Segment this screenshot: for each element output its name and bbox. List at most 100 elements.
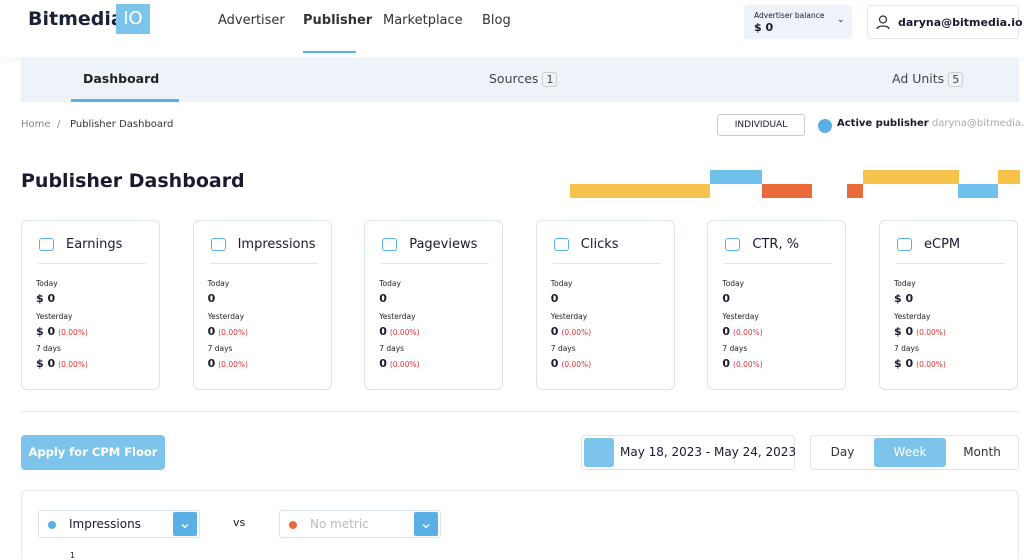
breadcrumb-sep: / [57, 119, 61, 130]
yesterday-label: Yesterday [550, 312, 588, 321]
card-title: Impressions [237, 237, 316, 252]
nav-link[interactable]: Blog [482, 13, 511, 28]
metric-dot [48, 521, 56, 529]
week-label: 7 days [550, 344, 576, 353]
yesterday-row: $ 0 (0.00%) [36, 325, 88, 338]
week-row: $ 0 (0.00%) [36, 357, 88, 370]
metric-card: CTR, % Today 0 Yesterday 0 (0.00%) 7 days 0 (0.0… [707, 220, 847, 390]
balance-label: Advertiser balance [754, 11, 825, 20]
period-option[interactable]: Week [874, 438, 946, 467]
card-rule [38, 263, 146, 264]
second-metric-label: No metric [310, 517, 369, 531]
date-range: May 18, 2023 - May 24, 2023 [620, 445, 797, 459]
yesterday-value: 0 [550, 325, 559, 338]
period-option[interactable]: Day [830, 445, 855, 459]
week-change: (0.00%) [218, 360, 248, 369]
calendar-icon [584, 438, 614, 467]
card-title: Pageviews [409, 237, 478, 252]
divider [21, 411, 1019, 412]
week-row: 0 (0.00%) [208, 357, 248, 370]
week-change: (0.00%) [58, 360, 88, 369]
card-rule [552, 263, 661, 264]
yesterday-change: (0.00%) [389, 328, 420, 337]
today-label: Today [722, 279, 745, 288]
week-row: 0 (0.00%) [551, 357, 591, 370]
card-rule [724, 263, 833, 264]
week-value: 0 [379, 357, 387, 370]
metric-card: Clicks Today 0 Yesterday 0 (0.00%) 7 days 0 (0.0… [535, 220, 675, 390]
today-value: $ 0 [36, 292, 56, 305]
week-change: (0.00%) [389, 360, 420, 369]
vs-label: vs [233, 516, 246, 529]
decor [570, 170, 1020, 198]
metric-select[interactable]: Impressions ⌄ [38, 510, 200, 538]
nav-link[interactable]: Advertiser [218, 13, 285, 28]
y-axis-label: 1 [70, 551, 76, 560]
second-metric-dot [289, 521, 297, 529]
week-value: 0 [550, 357, 559, 370]
card-icon [725, 238, 741, 251]
week-value: 0 [722, 357, 731, 370]
nav-link[interactable]: Publisher [303, 13, 373, 28]
card-title: CTR, % [752, 237, 800, 252]
user-menu[interactable]: daryna@bitmedia.io [867, 5, 1023, 39]
week-label: 7 days [894, 344, 919, 353]
dropdown-arrow: ⌄ [173, 512, 197, 536]
card-title: eCPM [924, 237, 961, 252]
yesterday-value: $ 0 [36, 325, 56, 338]
metric-card: Earnings Today $ 0 Yesterday $ 0 (0.00%) 7 day… [21, 220, 160, 390]
balance-value: $ 0 [754, 21, 774, 34]
status-label: Active publisher [837, 118, 929, 129]
date-picker[interactable]: May 18, 2023 - May 24, 2023 [581, 435, 797, 470]
second-metric-select[interactable]: No metric ⌄ [279, 510, 441, 538]
tab[interactable]: Dashboard [83, 71, 159, 86]
yesterday-change: (0.00%) [561, 328, 592, 337]
metric-card: Pageviews Today 0 Yesterday 0 (0.00%) 7 days 0(… [364, 220, 504, 390]
status-email: daryna@bitmedia.io [931, 118, 1024, 129]
period-toggle: Day Week Month [810, 435, 1019, 470]
card-icon [553, 238, 569, 251]
today-label: Today [207, 279, 230, 288]
card-icon [382, 238, 398, 251]
breadcrumb-home[interactable]: Home [21, 119, 51, 130]
yesterday-label: Yesterday [36, 312, 73, 321]
account-type[interactable]: INDIVIDUAL [717, 114, 805, 136]
yesterday-change: (0.00%) [58, 328, 88, 337]
week-row: $ 0 (0.00%) [894, 357, 946, 370]
balance[interactable]: Advertiser balance $ 0 ⌄ [744, 5, 852, 39]
yesterday-row: 0 (0.00%) [208, 325, 248, 338]
tab-underline [71, 99, 179, 102]
status: Active publisher daryna@bitmedia.io [837, 118, 1024, 129]
dropdown-arrow: ⌄ [414, 512, 438, 536]
period-option[interactable]: Month [963, 445, 1001, 459]
tab-bar: Dashboard Sources 1 Ad Units 5 [21, 57, 1019, 102]
today-value: 0 [379, 292, 387, 305]
yesterday-change: (0.00%) [916, 328, 946, 337]
breadcrumb-current: Publisher Dashboard [70, 119, 174, 130]
today-label: Today [379, 279, 401, 288]
today-label: Today [894, 279, 916, 288]
tab-count: 5 [948, 72, 964, 87]
nav-link[interactable]: Marketplace [383, 13, 463, 28]
week-label: 7 days [379, 344, 405, 353]
nav-underline [303, 51, 356, 53]
user-email: daryna@bitmedia.io [898, 16, 1023, 29]
week-change: (0.00%) [916, 360, 946, 369]
yesterday-value: 0 [379, 325, 387, 338]
card-icon [897, 238, 912, 251]
tab-count: 1 [542, 72, 558, 87]
metric-card: eCPM Today $ 0 Yesterday $ 0 (0.00%) 7 days $ 0… [879, 220, 1018, 390]
yesterday-row: $ 0 (0.00%) [894, 325, 946, 338]
tab[interactable]: Sources 1 [489, 71, 558, 87]
logo[interactable]: Bitmedia [28, 8, 124, 30]
tab-label: Ad Units [892, 71, 945, 86]
today-label: Today [550, 279, 573, 288]
cpm-button[interactable]: Apply for CPM Floor [21, 435, 165, 470]
card-rule [381, 263, 490, 264]
user-icon [876, 15, 890, 30]
yesterday-row: 0 (0.00%) [551, 325, 591, 338]
tab-label: Sources [489, 71, 539, 86]
week-row: 0 (0.00%) [379, 357, 419, 370]
tab[interactable]: Ad Units 5 [892, 71, 964, 87]
